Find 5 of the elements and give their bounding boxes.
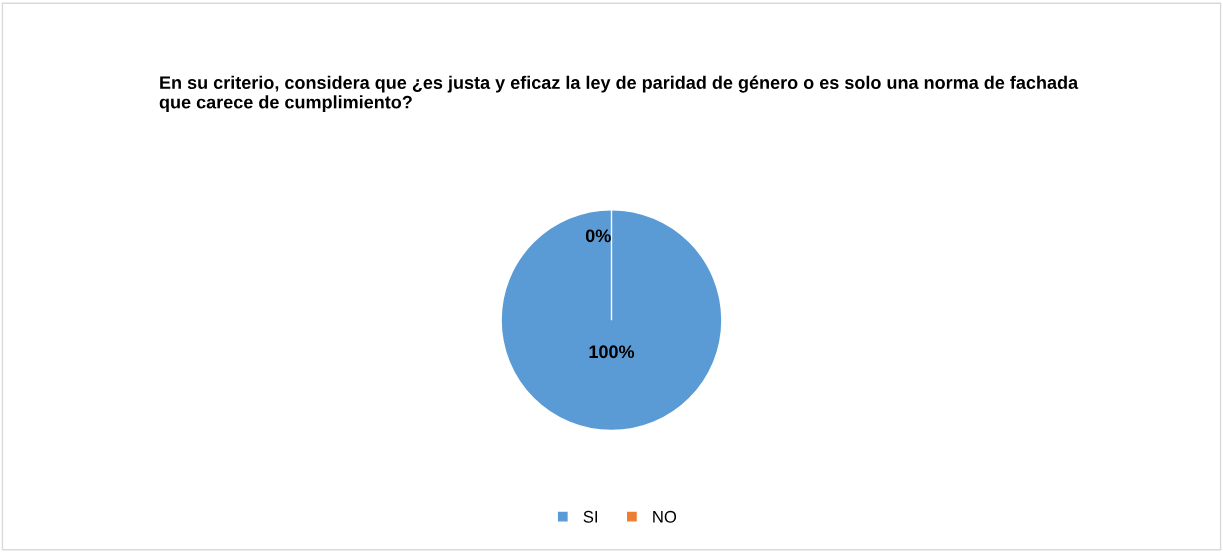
chart-title: En su criterio, considera que ¿es justa y eficaz la ley de paridad de género o es solo una norma de fachada que carece de cumplimiento?: [159, 75, 1079, 113]
legend-label: NO: [653, 510, 677, 523]
data-label: 100%: [589, 345, 635, 359]
legend-label: SI: [583, 510, 597, 523]
text: 0%: [585, 229, 611, 243]
